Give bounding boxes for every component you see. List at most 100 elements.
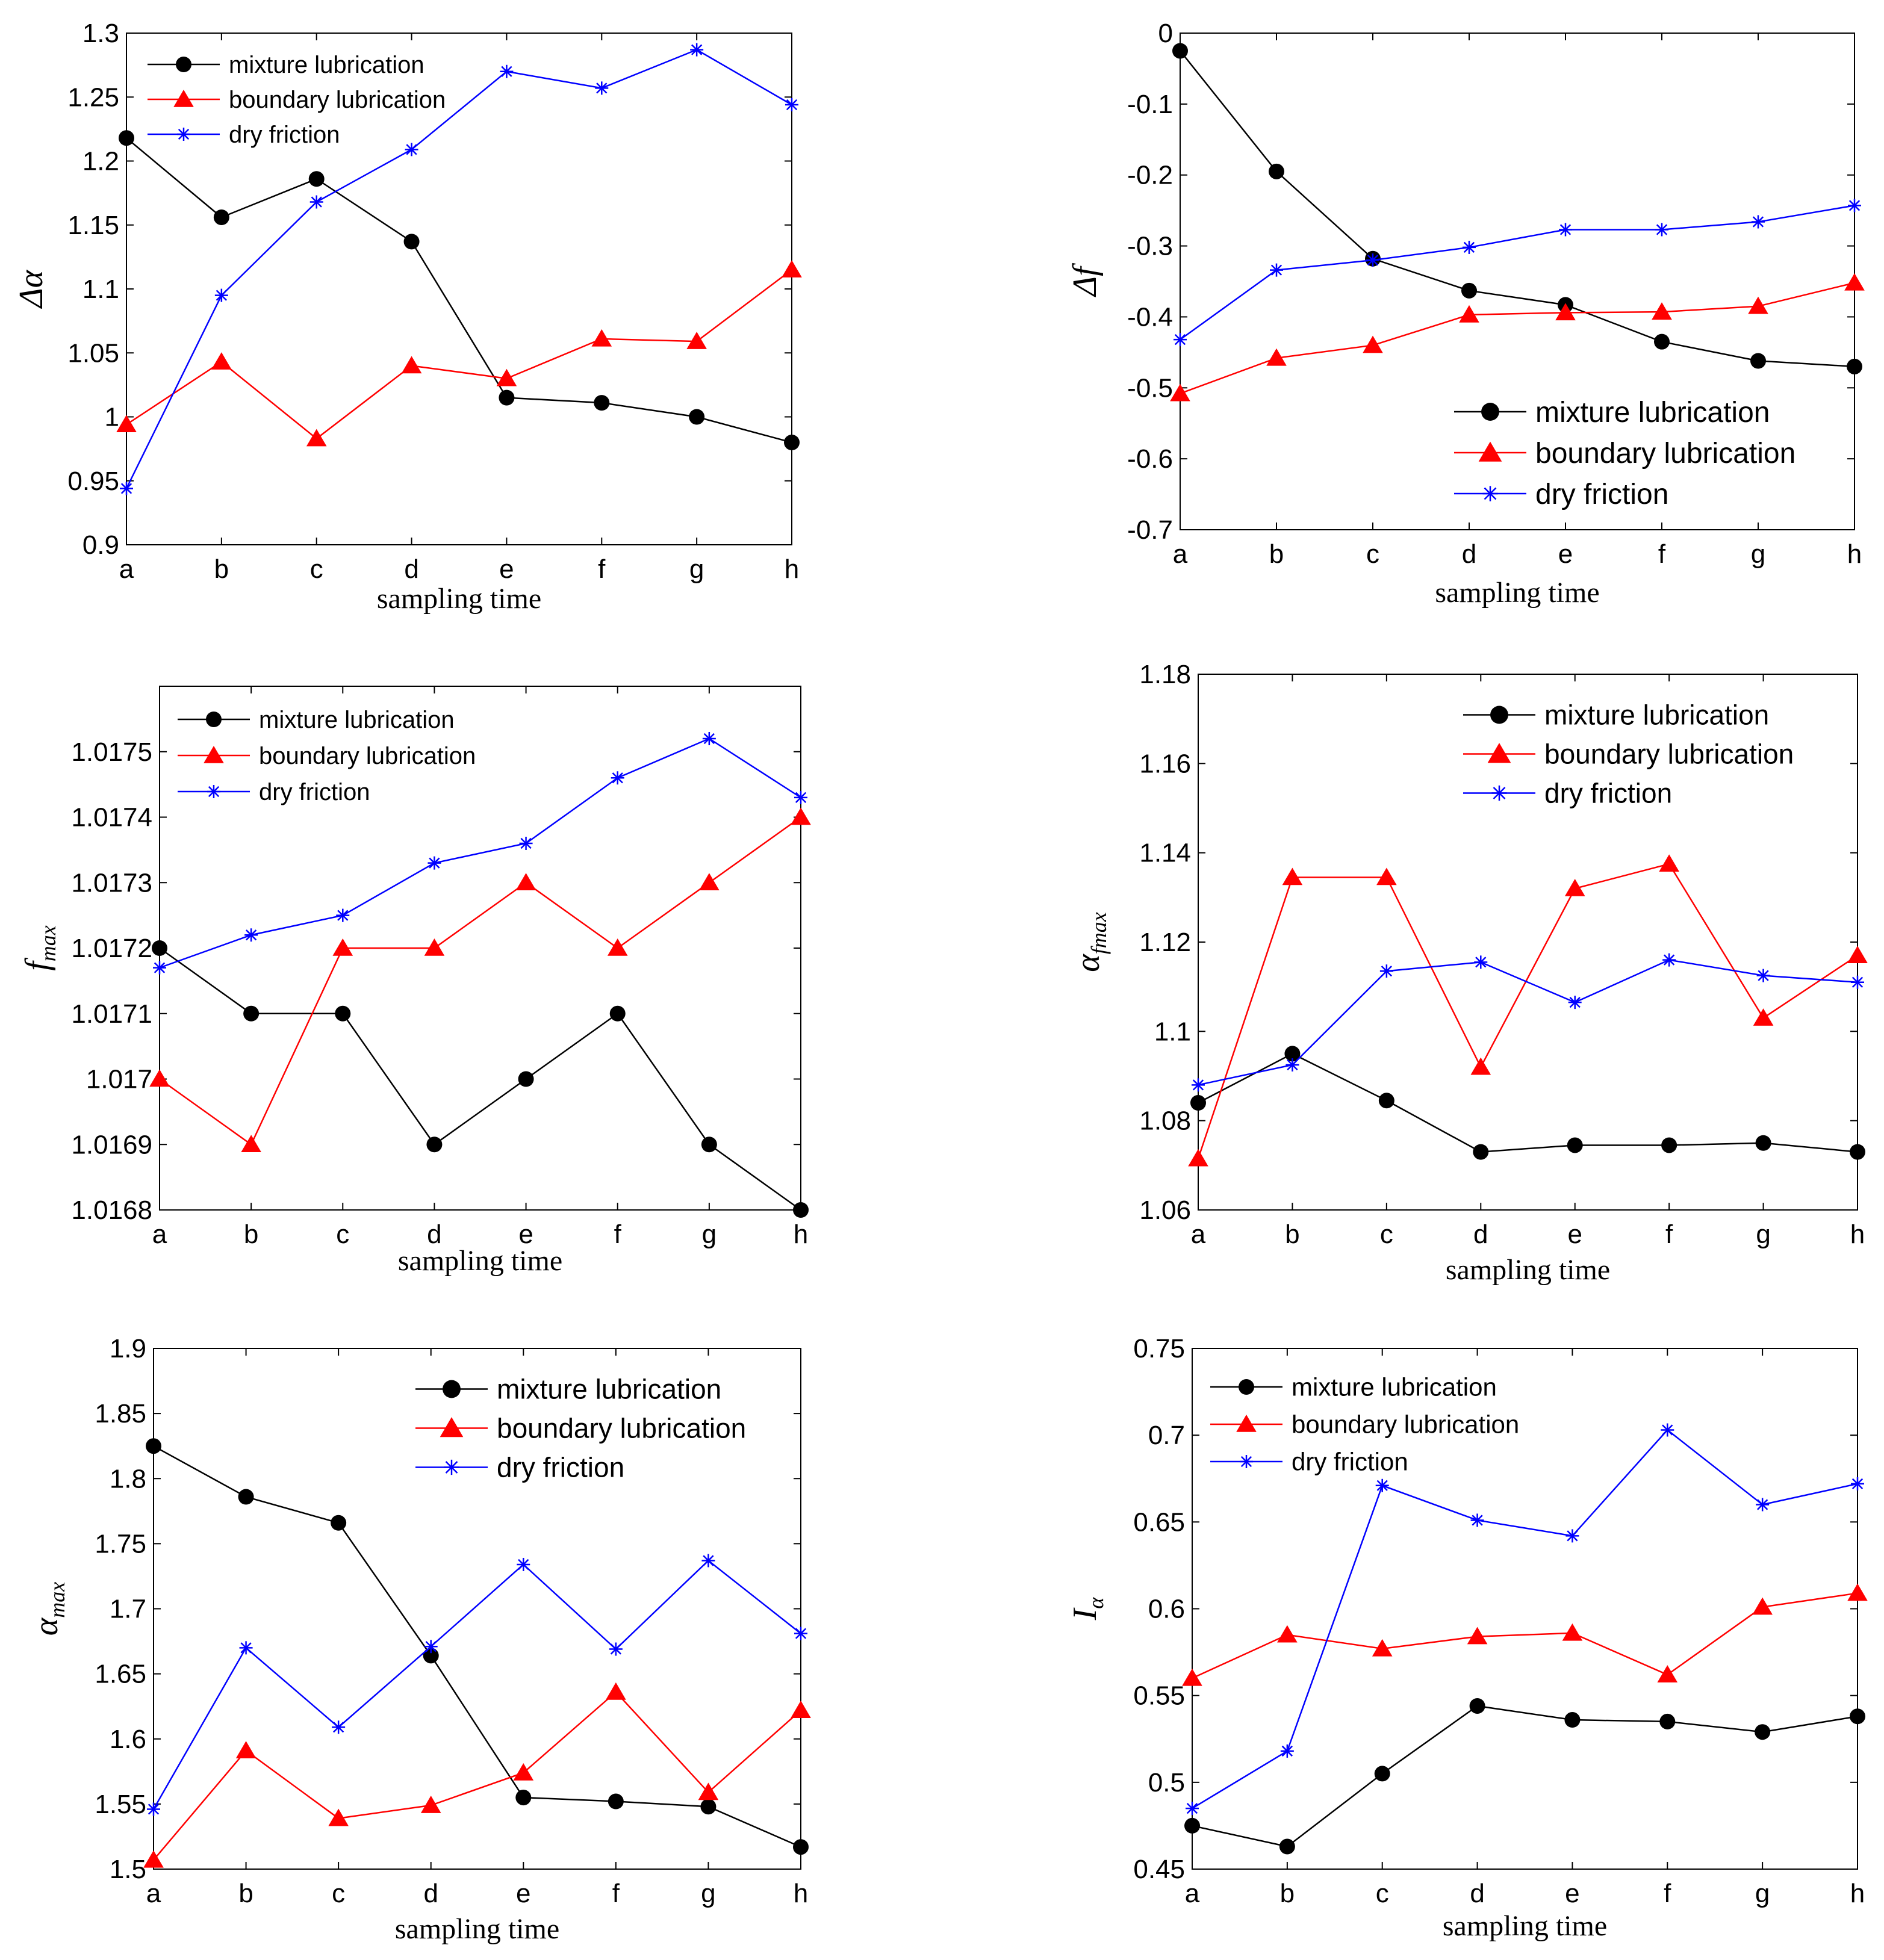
- legend-entry: mixture lubrication: [497, 1374, 721, 1405]
- legend-marker: [206, 712, 222, 727]
- series-line: [1192, 1428, 1858, 1810]
- series-line: [159, 947, 801, 1211]
- x-tick-label: e: [516, 1879, 530, 1908]
- y-tick-label: 1.25: [67, 82, 119, 112]
- data-point: [235, 1741, 256, 1759]
- y-tick-label: 1.18: [1139, 660, 1191, 689]
- chart-panel-5: 1.5 1.55 1.6 1.65 1.7 1.75 1.8 1.85 1.9 a b c d e f g h s…: [28, 1334, 811, 1945]
- series-line: [126, 137, 792, 444]
- data-point: [1192, 1078, 1205, 1092]
- legend-entry: boundary lubrication: [1292, 1410, 1519, 1439]
- x-tick-label: f: [1665, 1220, 1673, 1249]
- y-tick-label: 1.06: [1139, 1196, 1191, 1225]
- x-tick-label: g: [1755, 1879, 1770, 1908]
- legend: mixture lubrication boundary lubrication d…: [415, 1374, 746, 1483]
- data-point: [515, 1790, 532, 1806]
- y-tick-label: 1.15: [67, 211, 119, 240]
- data-point: [309, 195, 323, 209]
- chart-panel-2: -0.7 -0.6 -0.5 -0.4 -0.3 -0.2 -0.1 0 a b c d e f g h sam…: [1066, 19, 1865, 609]
- data-point: [1282, 867, 1303, 885]
- y-tick-label: 0.7: [1148, 1421, 1185, 1450]
- data-point: [1848, 199, 1861, 212]
- series-boundary-lubrication: [1182, 1583, 1868, 1686]
- series-line: [1198, 959, 1858, 1086]
- legend-marker: [176, 57, 191, 72]
- legend-marker: [204, 746, 224, 763]
- y-tick-label: 1.2: [82, 147, 119, 176]
- data-point: [1186, 1802, 1199, 1816]
- data-point: [1753, 1008, 1774, 1026]
- data-point: [1461, 282, 1477, 299]
- y-tick-label: 1.12: [1139, 928, 1191, 957]
- series-mixture-lubrication: [152, 940, 809, 1218]
- data-point: [213, 209, 229, 225]
- x-tick-label: f: [1658, 539, 1666, 569]
- data-point: [1470, 1513, 1484, 1527]
- x-tick-label: c: [1366, 539, 1379, 569]
- data-point: [332, 938, 353, 956]
- data-point: [403, 234, 420, 250]
- series-dry-friction: [147, 1554, 807, 1816]
- data-point: [1654, 333, 1670, 350]
- data-point: [1662, 953, 1676, 967]
- x-tick-label: h: [1850, 1220, 1865, 1249]
- data-point: [1463, 240, 1476, 254]
- data-point: [331, 1515, 347, 1531]
- y-tick-label: -0.7: [1127, 515, 1173, 545]
- data-point: [1659, 854, 1679, 872]
- data-point: [1655, 223, 1668, 237]
- x-tick-label: e: [1565, 1879, 1579, 1908]
- x-tick-label: g: [1756, 1220, 1770, 1249]
- chart-panel-3: 1.0168 1.0169 1.017 1.0171 1.0172 1.0173 1.017…: [19, 686, 811, 1277]
- y-tick-label: 1.65: [95, 1660, 146, 1689]
- y-axis-label: Δf: [1066, 262, 1104, 297]
- y-tick-label: 1.7: [110, 1595, 146, 1624]
- x-tick-label: b: [1269, 539, 1284, 569]
- data-point: [1752, 1597, 1773, 1615]
- x-tick-label: b: [238, 1879, 253, 1908]
- legend-marker: [1240, 1455, 1253, 1468]
- x-tick-label: a: [119, 554, 134, 584]
- data-point: [500, 64, 514, 78]
- data-point: [1270, 263, 1283, 277]
- data-point: [424, 1640, 438, 1654]
- x-tick-label: h: [785, 554, 799, 584]
- data-point: [1847, 1583, 1868, 1601]
- data-point: [1851, 1477, 1864, 1490]
- data-point: [1850, 1144, 1865, 1160]
- data-point: [423, 1648, 439, 1664]
- legend-entry: dry friction: [1535, 479, 1668, 510]
- x-tick-label: f: [1664, 1879, 1671, 1908]
- x-tick-label: c: [332, 1879, 345, 1908]
- y-tick-label: 1.0175: [71, 737, 152, 767]
- plot-frame: [159, 686, 801, 1211]
- x-tick-label: a: [1173, 539, 1188, 569]
- data-point: [308, 171, 325, 187]
- y-axis-symbol: α: [1069, 954, 1107, 972]
- chart-panel-1: 0.9 0.95 1 1.05 1.1 1.15 1.2 1.25 1.3 a b c d e f g h sam…: [13, 19, 802, 615]
- series-line: [1198, 1053, 1858, 1153]
- x-tick-label: b: [244, 1220, 258, 1249]
- series-line: [1180, 50, 1855, 368]
- data-point: [1190, 1095, 1206, 1111]
- data-point: [595, 81, 609, 95]
- data-point: [401, 356, 422, 374]
- data-point: [427, 856, 441, 870]
- data-point: [609, 1005, 626, 1022]
- y-axis-label: αfmax: [1069, 912, 1111, 972]
- y-axis-subscript: fmax: [1087, 912, 1111, 954]
- data-point: [424, 938, 445, 956]
- series-mixture-lubrication: [146, 1438, 809, 1855]
- y-axis-symbol: Δα: [13, 269, 50, 309]
- data-point: [794, 790, 807, 804]
- x-tick-label: e: [518, 1220, 533, 1249]
- data-point: [146, 1438, 161, 1454]
- y-tick-label: 1.85: [95, 1399, 146, 1428]
- x-tick-label: d: [1473, 1220, 1488, 1249]
- series-mixture-lubrication: [1184, 1698, 1865, 1855]
- legend: mixture lubrication boundary lubrication d…: [1463, 699, 1794, 809]
- data-point: [700, 1799, 717, 1815]
- data-point: [702, 732, 716, 745]
- y-tick-label: 1.6: [110, 1725, 146, 1754]
